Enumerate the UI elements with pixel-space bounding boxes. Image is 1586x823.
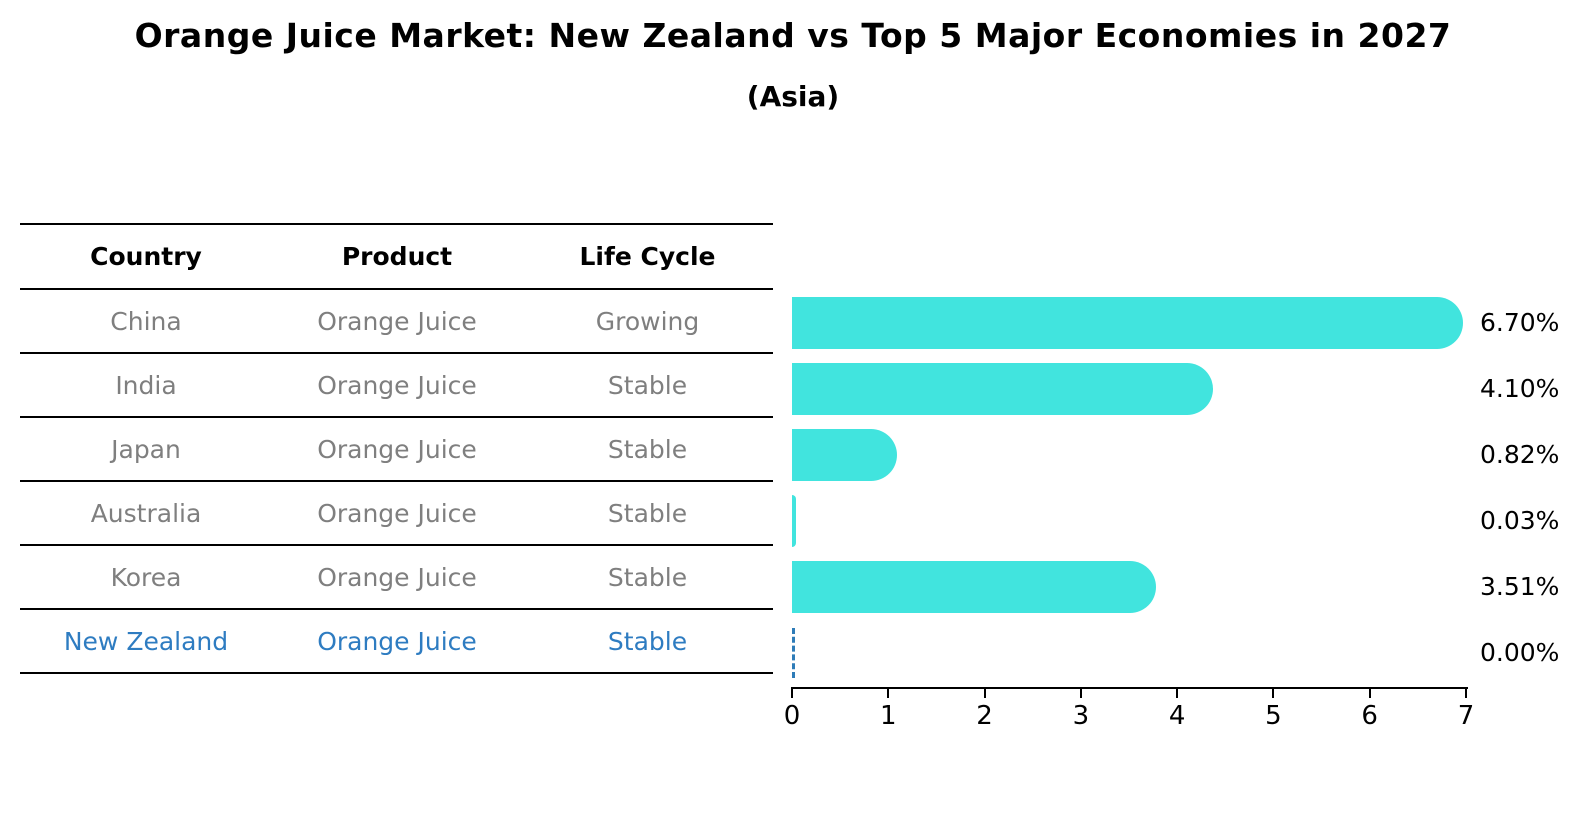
life-cycle-cell: Stable	[607, 562, 688, 592]
chart-subtitle: (Asia)	[746, 80, 840, 113]
country-cell: New Zealand	[63, 626, 229, 656]
zero-marker	[792, 628, 795, 678]
bar-row	[792, 356, 1466, 422]
value-label: 0.03%	[1480, 506, 1560, 535]
bar	[792, 561, 1156, 613]
x-tick	[791, 689, 793, 698]
x-tick-label: 6	[1361, 701, 1378, 731]
x-axis-ticks	[791, 689, 1467, 699]
x-tick	[1368, 689, 1371, 698]
life-cycle-cell: Growing	[595, 306, 700, 336]
bar	[792, 429, 897, 481]
x-axis-tick-labels: 0 1 2 3 4 5 6 7	[784, 701, 1475, 733]
bar-row	[792, 488, 1466, 554]
product-cell: Orange Juice	[317, 370, 477, 400]
x-tick-label: 1	[880, 701, 897, 731]
table-row: Korea Orange Juice Stable	[20, 546, 773, 610]
x-axis-line	[791, 687, 1468, 689]
country-cell: Korea	[110, 562, 182, 592]
x-tick-label: 3	[1072, 701, 1090, 731]
bar-row-new-zealand	[792, 620, 1466, 686]
product-cell: Orange Juice	[317, 562, 477, 592]
x-tick	[1465, 689, 1467, 698]
value-label: 0.82%	[1480, 440, 1560, 469]
country-cell: Australia	[90, 498, 202, 528]
bar-row	[792, 422, 1466, 488]
x-tick-label: 7	[1457, 701, 1475, 731]
table-row: Japan Orange Juice Stable	[20, 418, 773, 482]
life-cycle-cell: Stable	[607, 626, 688, 656]
x-tick	[1176, 689, 1179, 698]
life-cycle-cell: Stable	[607, 434, 688, 464]
bar	[792, 363, 1213, 415]
product-cell: Orange Juice	[317, 434, 477, 464]
value-label: 3.51%	[1480, 572, 1560, 601]
bar-plot-area	[792, 290, 1466, 686]
value-label: 4.10%	[1480, 374, 1560, 403]
bar-row	[792, 554, 1466, 620]
x-tick-label: 5	[1265, 701, 1282, 731]
value-label-column: 6.70% 4.10% 0.82% 0.03% 3.51% 0.00%	[1480, 290, 1559, 686]
x-tick	[1272, 689, 1275, 698]
column-header-life-cycle: Life Cycle	[579, 242, 716, 271]
x-tick-label: 0	[783, 701, 801, 731]
chart-title: Orange Juice Market: New Zealand vs Top …	[134, 16, 1452, 55]
column-header-country: Country	[90, 242, 202, 271]
value-label: 0.00%	[1480, 638, 1560, 667]
x-tick	[983, 689, 986, 698]
country-cell: Japan	[111, 434, 181, 464]
product-cell: Orange Juice	[317, 306, 477, 336]
bar	[792, 297, 1464, 349]
table-row: Australia Orange Juice Stable	[20, 482, 773, 546]
column-header-product: Product	[341, 242, 453, 271]
product-cell: Orange Juice	[317, 626, 477, 656]
x-tick-label: 2	[976, 701, 993, 731]
life-cycle-cell: Stable	[607, 370, 688, 400]
x-tick	[887, 689, 890, 698]
bar	[792, 495, 796, 547]
value-label: 6.70%	[1480, 308, 1560, 337]
table-header-row: Country Product Life Cycle	[20, 225, 773, 290]
bar-row	[792, 290, 1466, 356]
table-row-new-zealand: New Zealand Orange Juice Stable	[20, 610, 773, 674]
x-tick-label: 4	[1168, 701, 1186, 731]
country-cell: India	[115, 370, 177, 400]
country-table: Country Product Life Cycle China Orange …	[20, 223, 773, 674]
life-cycle-cell: Stable	[607, 498, 688, 528]
product-cell: Orange Juice	[317, 498, 477, 528]
table-row: India Orange Juice Stable	[20, 354, 773, 418]
table-row: China Orange Juice Growing	[20, 290, 773, 354]
country-cell: China	[110, 306, 182, 336]
x-tick	[1079, 689, 1082, 698]
